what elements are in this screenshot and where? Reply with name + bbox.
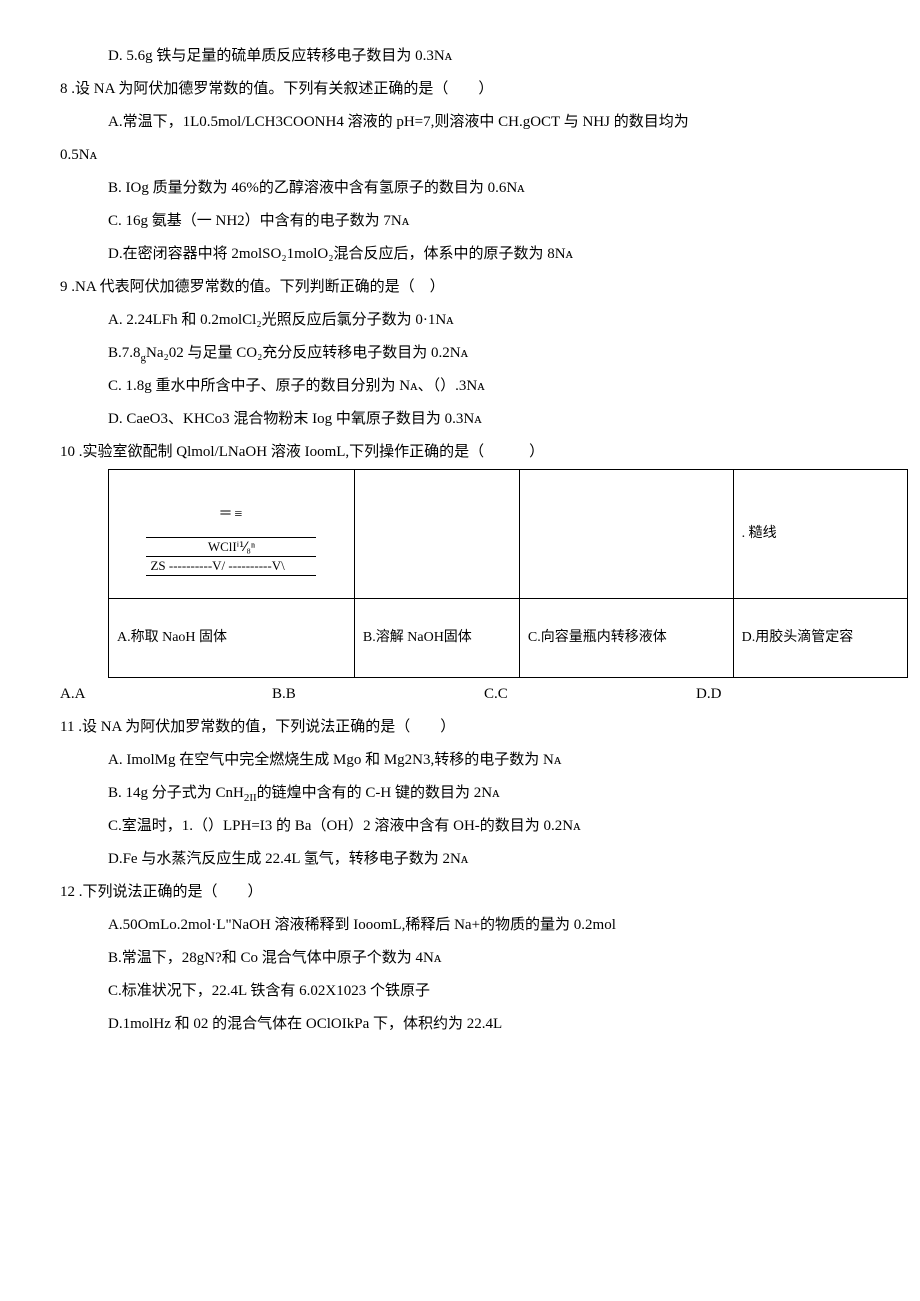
q9b-pre: B.7.8	[108, 345, 141, 361]
q10-cell1-innerbox: WClIⁱ⅟₈ⁿ ZS ----------V/ ----------V\	[146, 537, 316, 576]
q11-option-a: A. ImolMg 在空气中完全燃烧生成 Mgo 和 Mg2N3,转移的电子数为…	[60, 744, 860, 777]
q8-option-b: B. IOg 质量分数为 46%的乙醇溶液中含有氢原子的数目为 0.6Nᴀ	[60, 172, 860, 205]
q10-cell-2-diagram	[354, 470, 519, 599]
q12-option-d: D.1molHz 和 02 的混合气体在 OClOIkPa 下，体积约为 22.…	[60, 1008, 860, 1041]
q11b-pre: B. 14g 分子式为 CnH	[108, 785, 244, 801]
q8-option-d: D.在密闭容器中将 2molSO₂1molO₂混合反应后，体系中的原子数为 8N…	[60, 238, 860, 271]
q12-stem: 12 .下列说法正确的是（ ）	[60, 876, 860, 909]
q9-stem: 9 .NA 代表阿伏加德罗常数的值。下列判断正确的是（ ）	[60, 271, 860, 304]
q10-cell-1-diagram: ＝≡ WClIⁱ⅟₈ⁿ ZS ----------V/ ----------V\	[109, 470, 355, 599]
q9-option-b: B.7.8gNa₂02 与足量 CO₂充分反应转移电子数目为 0.2Nᴀ	[60, 337, 860, 370]
q8-option-c: C. 16g 氨基（一 NH2）中含有的电子数为 7Nᴀ	[60, 205, 860, 238]
q8-option-a-line2: 0.5Nᴀ	[60, 139, 860, 172]
q10-label-d: D.用胶头滴管定容	[733, 599, 907, 678]
q10-label-c: C.向容量瓶内转移液体	[519, 599, 733, 678]
q7-option-d: D. 5.6g 铁与足量的硫单质反应转移电子数目为 0.3Nᴀ	[60, 40, 860, 73]
q10-table: ＝≡ WClIⁱ⅟₈ⁿ ZS ----------V/ ----------V\…	[108, 469, 908, 678]
q9-option-d: D. CaeO3、KHCo3 混合物粉末 Iog 中氧原子数目为 0.3Nᴀ	[60, 403, 860, 436]
q8-option-a: A.常温下，1L0.5mol/LCH3COONH4 溶液的 pH=7,则溶液中 …	[60, 106, 860, 139]
q9-option-a: A. 2.24LFh 和 0.2molCl₂光照反应后氯分子数为 0·1Nᴀ	[60, 304, 860, 337]
q11b-post: 的链煌中含有的 C-H 键的数目为 2Nᴀ	[257, 785, 500, 801]
q11-option-c: C.室温时，1.（）LPH=I3 的 Ba（OH）2 溶液中含有 OH-的数目为…	[60, 810, 860, 843]
q10-cell1-line1: WClIⁱ⅟₈ⁿ	[146, 538, 316, 557]
q10-cell1-symbol: ＝≡	[117, 500, 346, 537]
q10-ans-a: A.A	[60, 678, 272, 711]
q10-stem: 10 .实验室欲配制 Qlmol/LNaOH 溶液 IoomL,下列操作正确的是…	[60, 436, 860, 469]
q10-cell4-label: . 糙线	[742, 526, 777, 541]
q10-answer-row: A.A B.B C.C D.D	[60, 678, 908, 711]
q11-option-d: D.Fe 与水蒸汽反应生成 22.4L 氢气，转移电子数为 2Nᴀ	[60, 843, 860, 876]
q11b-sub: 2II	[244, 792, 257, 804]
q10-ans-b: B.B	[272, 678, 484, 711]
q9b-mid: Na₂02 与足量 CO₂充分反应转移电子数目为 0.2Nᴀ	[146, 345, 468, 361]
q10-cell1-line2: ZS ----------V/ ----------V\	[146, 557, 316, 575]
q11-stem: 11 .设 NA 为阿伏加罗常数的值，下列说法正确的是（ ）	[60, 711, 860, 744]
q10-cell-3-diagram	[519, 470, 733, 599]
q12-option-a: A.50OmLo.2mol·L"NaOH 溶液稀释到 IooomL,稀释后 Na…	[60, 909, 860, 942]
q10-label-a: A.称取 NaoH 固体	[109, 599, 355, 678]
q9-option-c: C. 1.8g 重水中所含中子、原子的数目分别为 Nᴀ、（）.3Nᴀ	[60, 370, 860, 403]
q12-option-b: B.常温下，28gN?和 Co 混合气体中原子个数为 4Nᴀ	[60, 942, 860, 975]
q10-label-b: B.溶解 NaOH固体	[354, 599, 519, 678]
q12-option-c: C.标准状况下，22.4L 铁含有 6.02X1023 个铁原子	[60, 975, 860, 1008]
q10-ans-d: D.D	[696, 678, 908, 711]
q10-ans-c: C.C	[484, 678, 696, 711]
q8-stem: 8 .设 NA 为阿伏加德罗常数的值。下列有关叙述正确的是（ ）	[60, 73, 860, 106]
q11-option-b: B. 14g 分子式为 CnH2II的链煌中含有的 C-H 键的数目为 2Nᴀ	[60, 777, 860, 810]
q10-cell-4-diagram: . 糙线	[733, 470, 907, 599]
